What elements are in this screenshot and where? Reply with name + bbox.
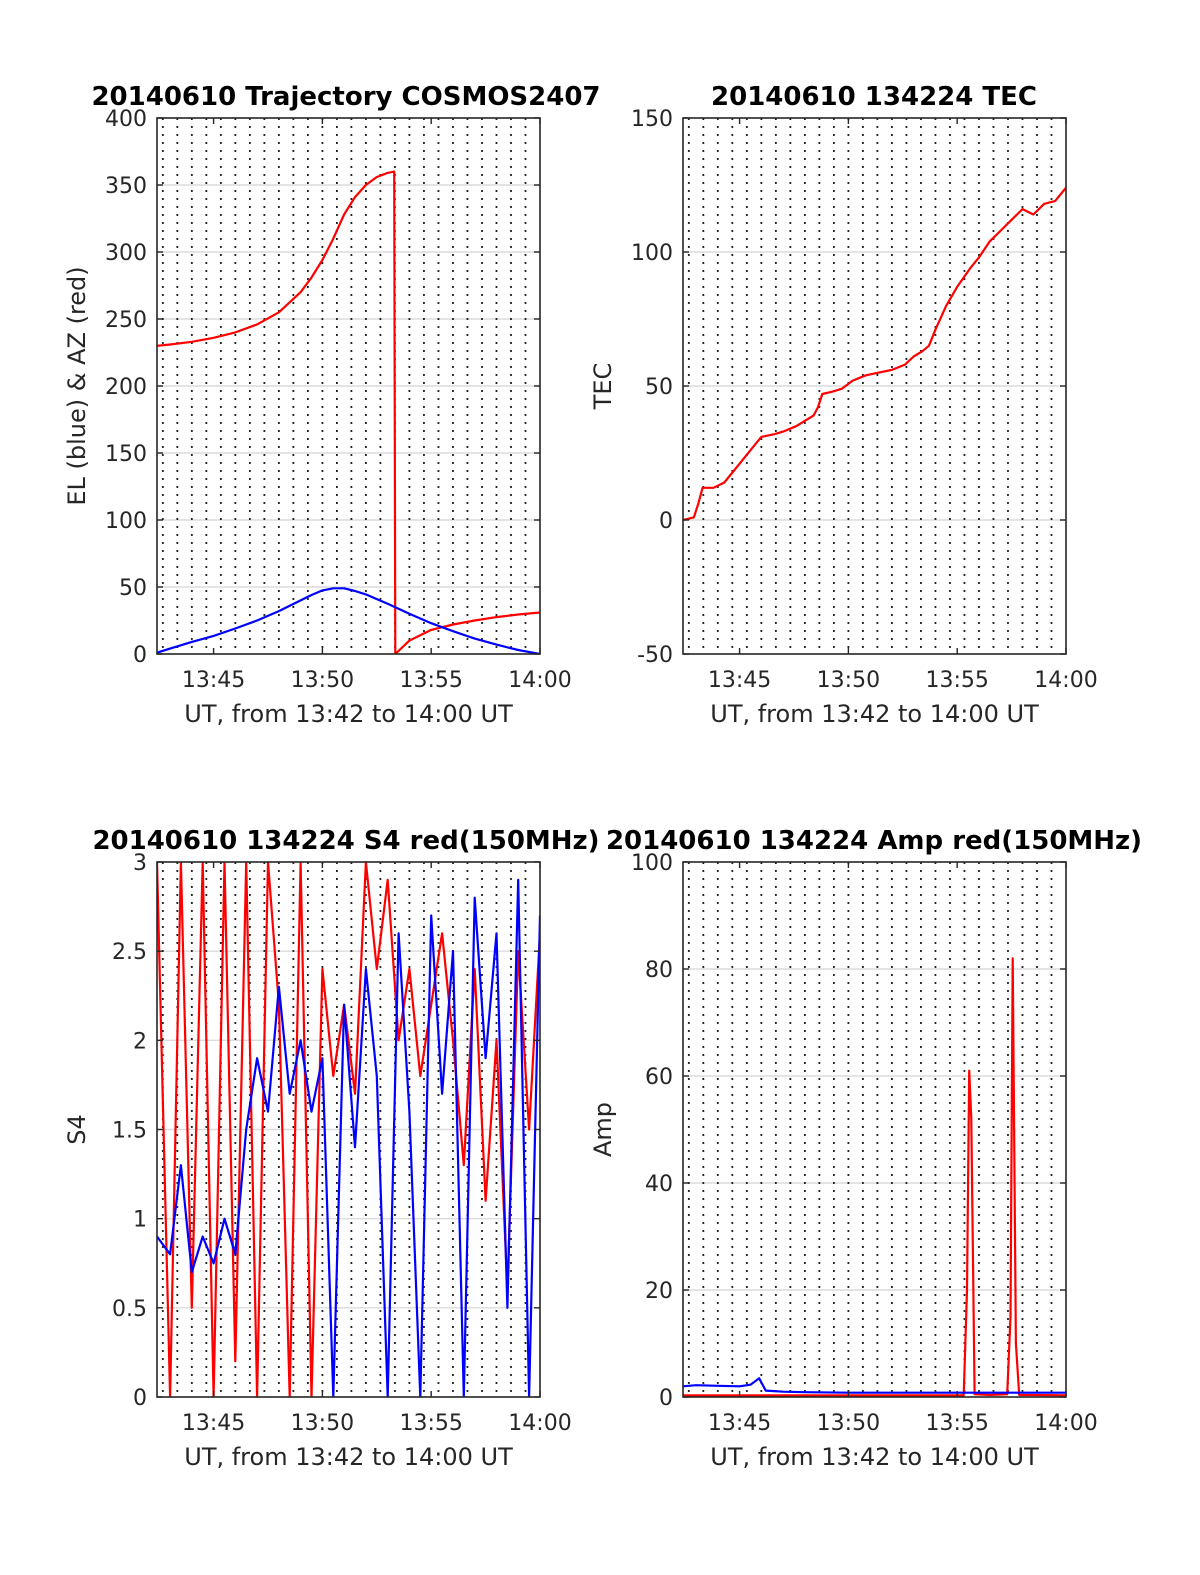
y-tick-label: 0 xyxy=(659,1386,673,1411)
y-tick-label: 350 xyxy=(105,174,147,199)
x-tick-label: 13:45 xyxy=(182,1411,245,1436)
y-tick-label: 100 xyxy=(105,509,147,534)
y-tick-label: 50 xyxy=(119,576,147,601)
x-tick-label: 13:55 xyxy=(925,1411,988,1436)
y-tick-label: 60 xyxy=(645,1065,673,1090)
y-tick-label: 0 xyxy=(133,643,147,668)
y-tick-label: 1.5 xyxy=(112,1119,147,1144)
y-tick-label: 0 xyxy=(659,509,673,534)
x-tick-label: 13:45 xyxy=(182,668,245,693)
x-axis-label: UT, from 13:42 to 14:00 UT xyxy=(710,1443,1039,1471)
x-tick-label: 13:50 xyxy=(291,668,354,693)
y-tick-label: 40 xyxy=(645,1172,673,1197)
series-group xyxy=(683,957,1066,1397)
x-axis-label: UT, from 13:42 to 14:00 UT xyxy=(184,1443,513,1471)
series-group xyxy=(683,187,1066,522)
y-axis-label: Amp xyxy=(589,1102,617,1157)
y-tick-label: 100 xyxy=(631,241,673,266)
y-tick-label: 400 xyxy=(105,107,147,132)
series-group xyxy=(157,170,540,654)
x-tick-label: 13:45 xyxy=(708,668,771,693)
chart-title: 20140610 Trajectory COSMOS2407 xyxy=(91,82,600,112)
panel-s4: 0 0.5 1 1.5 2 2.5 3 13:45 13:50 13:55 14:00 2014061… xyxy=(63,826,600,1471)
x-tick-label: 13:50 xyxy=(817,668,880,693)
y-tick-label: 0.5 xyxy=(112,1297,147,1322)
y-tick-label: 200 xyxy=(105,375,147,400)
panel-tec: -50 0 50 100 150 13:45 13:50 13:55 14:00 20140610… xyxy=(589,82,1098,728)
y-tick-label: 150 xyxy=(631,107,673,132)
chart-title: 20140610 134224 S4 red(150MHz) xyxy=(92,826,599,856)
series-line-0 xyxy=(157,862,540,1397)
series-line-0 xyxy=(683,957,1066,1397)
y-tick-label: -50 xyxy=(637,643,673,668)
y-tick-label: 2.5 xyxy=(112,940,147,965)
axes-frame xyxy=(682,861,1067,1398)
x-axis-label: UT, from 13:42 to 14:00 UT xyxy=(710,700,1039,728)
x-tick-label: 13:55 xyxy=(925,668,988,693)
panel-amp: 0 20 40 60 80 100 13:45 13:50 13:55 14:00 20140610… xyxy=(589,826,1142,1471)
y-axis-label: EL (blue) & AZ (red) xyxy=(63,266,91,505)
x-tick-label: 13:55 xyxy=(399,1411,462,1436)
y-tick-label: 150 xyxy=(105,442,147,467)
y-tick-label: 20 xyxy=(645,1279,673,1304)
x-axis-label: UT, from 13:42 to 14:00 UT xyxy=(184,700,513,728)
x-tick-label: 13:55 xyxy=(399,668,462,693)
series-line-0 xyxy=(157,170,540,654)
y-tick-label: 100 xyxy=(631,851,673,876)
x-tick-label: 13:45 xyxy=(708,1411,771,1436)
x-tick-label: 14:00 xyxy=(508,1411,571,1436)
y-tick-label: 250 xyxy=(105,308,147,333)
series-group xyxy=(157,862,540,1397)
y-tick-label: 0 xyxy=(133,1386,147,1411)
series-line-1 xyxy=(157,587,540,654)
x-tick-label: 13:50 xyxy=(817,1411,880,1436)
x-tick-label: 14:00 xyxy=(1034,1411,1097,1436)
series-line-1 xyxy=(683,1377,1066,1394)
x-tick-label: 14:00 xyxy=(508,668,571,693)
x-tick-label: 14:00 xyxy=(1034,668,1097,693)
panel-trajectory: 0 50 100 150 200 250 300 350 400 13:45 13:50 13:55 1… xyxy=(63,82,601,728)
x-tick-label: 13:50 xyxy=(291,1411,354,1436)
y-tick-label: 1 xyxy=(133,1208,147,1233)
y-tick-label: 2 xyxy=(133,1029,147,1054)
y-tick-label: 3 xyxy=(133,851,147,876)
series-line-0 xyxy=(683,187,1066,522)
series-line-1 xyxy=(157,878,540,1397)
y-tick-label: 300 xyxy=(105,241,147,266)
chart-title: 20140610 134224 Amp red(150MHz) xyxy=(606,826,1142,856)
chart-title: 20140610 134224 TEC xyxy=(711,82,1037,112)
y-tick-label: 50 xyxy=(645,375,673,400)
y-axis-label: S4 xyxy=(63,1114,91,1145)
y-axis-label: TEC xyxy=(589,363,617,411)
y-tick-label: 80 xyxy=(645,958,673,983)
